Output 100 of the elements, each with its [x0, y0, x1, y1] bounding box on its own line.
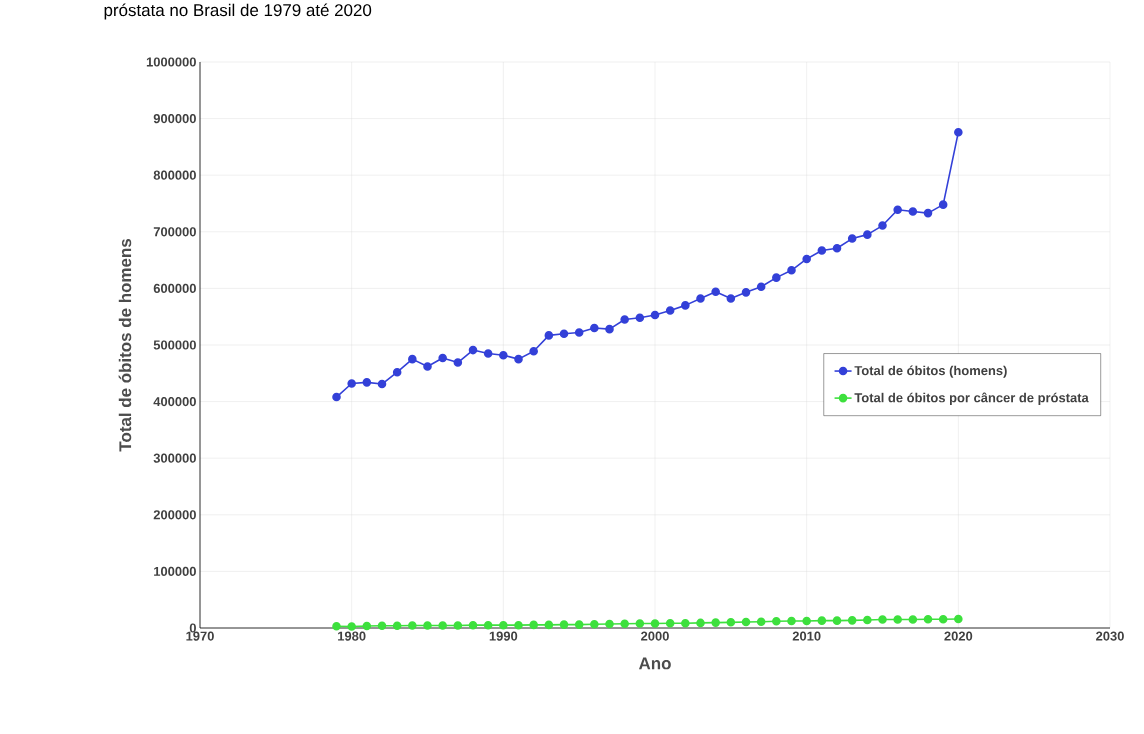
point [514, 620, 523, 630]
point [347, 622, 356, 631]
y-tick-label: 800000 [153, 170, 196, 180]
point [392, 367, 402, 377]
point [696, 294, 705, 303]
y-tick-label: 1000000 [146, 57, 196, 67]
point [665, 618, 675, 628]
point [483, 620, 493, 630]
point [453, 358, 463, 367]
point [726, 294, 736, 303]
point [499, 620, 508, 630]
point [923, 614, 933, 624]
point [832, 243, 842, 253]
point [893, 205, 902, 215]
point [938, 614, 948, 624]
point [408, 354, 417, 364]
point [756, 282, 766, 291]
point [620, 315, 629, 324]
point [559, 329, 569, 338]
point [605, 619, 614, 629]
x-tick-label: 2010 [792, 631, 821, 641]
point [423, 621, 432, 630]
x-axis-title: Ano [638, 657, 671, 670]
point [499, 350, 508, 360]
point [696, 618, 705, 628]
point [681, 301, 690, 310]
legend-label: Total de óbitos por câncer de próstata [854, 392, 1089, 405]
y-tick-label: 500000 [153, 340, 196, 350]
x-tick-label: 2030 [1096, 631, 1124, 641]
point [878, 221, 887, 230]
point [665, 306, 675, 315]
point [438, 621, 447, 630]
point [332, 392, 341, 402]
point [453, 621, 463, 630]
point [362, 621, 372, 631]
y-tick-label: 900000 [153, 114, 196, 124]
point [392, 621, 402, 631]
point [908, 615, 918, 624]
point [938, 200, 948, 209]
point [514, 354, 523, 364]
point [787, 266, 796, 275]
point [620, 619, 629, 629]
point [863, 615, 872, 625]
point [863, 230, 872, 239]
x-tick-label: 2000 [641, 631, 669, 641]
point [468, 620, 478, 630]
point [377, 379, 387, 389]
point [332, 622, 341, 631]
point [908, 207, 918, 216]
point [756, 617, 766, 627]
point [423, 362, 432, 371]
x-tick-label: 1990 [489, 631, 518, 641]
point [574, 328, 584, 337]
point [772, 273, 781, 282]
point [681, 618, 690, 628]
point [635, 313, 645, 323]
point [544, 620, 554, 630]
point [878, 615, 887, 624]
point [468, 345, 478, 355]
y-tick-label: 0 [189, 623, 196, 633]
point [711, 287, 720, 297]
y-tick-label: 400000 [153, 397, 196, 407]
point [377, 621, 387, 631]
point [650, 310, 660, 320]
point [635, 619, 645, 628]
point [741, 617, 751, 627]
point [893, 615, 902, 624]
point [650, 619, 660, 628]
point [787, 616, 796, 626]
point [529, 620, 538, 630]
point [559, 620, 569, 629]
point [726, 618, 736, 627]
x-tick-label: 2020 [944, 631, 973, 641]
point [954, 614, 963, 624]
point [817, 616, 827, 625]
point [483, 349, 493, 358]
point [954, 127, 963, 137]
point [605, 324, 614, 334]
point [802, 254, 811, 264]
point [438, 353, 447, 363]
legend-label: Total de óbitos (homens) [854, 365, 1007, 378]
y-tick-label: 600000 [153, 283, 196, 293]
y-axis-title: Total de óbitos de homens [118, 239, 132, 452]
y-tick-label: 200000 [153, 510, 196, 520]
point [529, 346, 538, 356]
point [362, 378, 372, 387]
point [544, 331, 554, 340]
point [590, 323, 599, 333]
chart-title: próstata no Brasil de 1979 até 2020 [104, 3, 372, 20]
x-tick-label: 1980 [338, 631, 366, 641]
point [711, 618, 720, 627]
x-tick-label: 1970 [186, 631, 214, 641]
point [923, 208, 933, 218]
point [574, 620, 584, 629]
y-tick-label: 300000 [153, 453, 196, 463]
y-tick-label: 700000 [153, 227, 196, 237]
point [847, 234, 857, 243]
point [817, 246, 827, 255]
point [772, 616, 781, 626]
y-tick-label: 100000 [154, 566, 196, 576]
